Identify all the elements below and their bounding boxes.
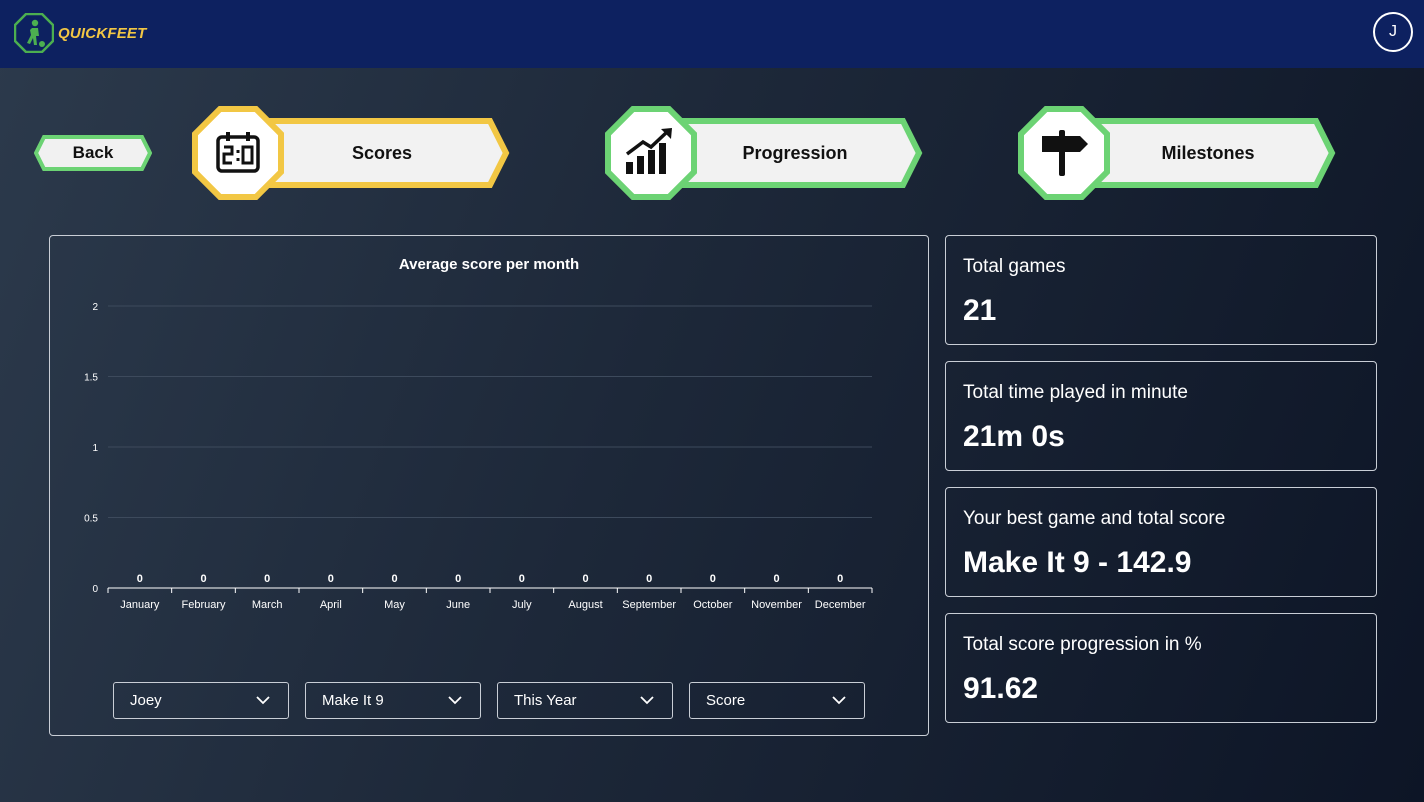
game-select[interactable]: Make It 9 — [305, 682, 481, 719]
chevron-down-icon — [256, 696, 270, 705]
stat-card-score-progression: Total score progression in % 91.62 — [945, 613, 1377, 723]
stat-label: Total score progression in % — [963, 634, 1202, 655]
top-bar: QUICKFEET J — [0, 0, 1424, 68]
x-tick-label: December — [815, 599, 866, 611]
stat-card-total-time: Total time played in minute 21m 0s — [945, 361, 1377, 471]
x-tick-label: January — [120, 599, 160, 611]
x-tick-label: November — [751, 599, 802, 611]
data-label: 0 — [200, 573, 206, 585]
x-tick-label: October — [693, 599, 732, 611]
logo-badge-icon — [14, 13, 54, 53]
back-button-label: Back — [72, 143, 114, 162]
scoreboard-icon — [216, 132, 260, 173]
tab-scores[interactable]: Scores — [192, 106, 512, 200]
y-tick-label: 0 — [92, 584, 98, 595]
chevron-down-icon — [832, 696, 846, 705]
y-tick-label: 1 — [92, 443, 98, 454]
stat-value: 91.62 — [963, 672, 1039, 705]
stat-value: 21 — [963, 294, 997, 327]
player-select-value: Joey — [130, 692, 162, 709]
data-label: 0 — [391, 573, 397, 585]
period-select[interactable]: This Year — [497, 682, 673, 719]
data-label: 0 — [328, 573, 334, 585]
data-label: 0 — [264, 573, 270, 585]
chevron-down-icon — [640, 696, 654, 705]
data-label: 0 — [455, 573, 461, 585]
stat-value: 21m 0s — [963, 420, 1065, 453]
x-tick-label: May — [384, 599, 405, 611]
x-tick-label: September — [622, 599, 676, 611]
data-label: 0 — [773, 573, 779, 585]
chevron-down-icon — [448, 696, 462, 705]
stat-card-best-game: Your best game and total score Make It 9… — [945, 487, 1377, 597]
user-avatar[interactable]: J — [1373, 12, 1413, 52]
stat-label: Your best game and total score — [963, 508, 1226, 529]
stat-label: Total time played in minute — [963, 382, 1188, 403]
data-label: 0 — [582, 573, 588, 585]
game-select-value: Make It 9 — [322, 692, 384, 709]
x-tick-label: June — [446, 599, 470, 611]
stat-card-total-games: Total games 21 — [945, 235, 1377, 345]
tab-progression[interactable]: Progression — [605, 106, 925, 200]
stat-value: Make It 9 - 142.9 — [963, 546, 1192, 579]
period-select-value: This Year — [514, 692, 577, 709]
metric-select[interactable]: Score — [689, 682, 865, 719]
x-tick-label: July — [512, 599, 532, 611]
x-tick-label: August — [568, 599, 602, 611]
data-label: 0 — [837, 573, 843, 585]
back-button[interactable]: Back — [34, 135, 152, 171]
average-score-chart: 0 0.5 1 1.5 2 0 January 0 February 0 March 0 April 0 M… — [84, 302, 873, 611]
logo[interactable]: QUICKFEET — [14, 13, 146, 53]
player-select[interactable]: Joey — [113, 682, 289, 719]
x-tick-label: March — [252, 599, 283, 611]
metric-select-value: Score — [706, 692, 746, 709]
data-label: 0 — [646, 573, 652, 585]
chart-panel: Average score per month 0 0.5 1 1.5 2 0 Januar… — [49, 235, 929, 736]
tab-progression-label: Progression — [742, 142, 848, 163]
y-tick-label: 2 — [92, 302, 98, 313]
tab-scores-label: Scores — [351, 142, 413, 163]
x-tick-label: February — [181, 599, 226, 611]
tab-milestones[interactable]: Milestones — [1018, 106, 1338, 200]
brand-name: QUICKFEET — [58, 24, 147, 42]
data-label: 0 — [519, 573, 525, 585]
data-label: 0 — [710, 573, 716, 585]
tab-milestones-label: Milestones — [1161, 142, 1255, 163]
chart-title: Average score per month — [398, 256, 580, 273]
data-label: 0 — [137, 573, 143, 585]
y-tick-label: 1.5 — [84, 373, 98, 384]
bar-chart-up-icon — [625, 128, 672, 174]
signpost-icon — [1042, 130, 1088, 176]
y-tick-label: 0.5 — [84, 514, 98, 525]
x-tick-label: April — [320, 599, 342, 611]
stat-label: Total games — [963, 256, 1066, 277]
